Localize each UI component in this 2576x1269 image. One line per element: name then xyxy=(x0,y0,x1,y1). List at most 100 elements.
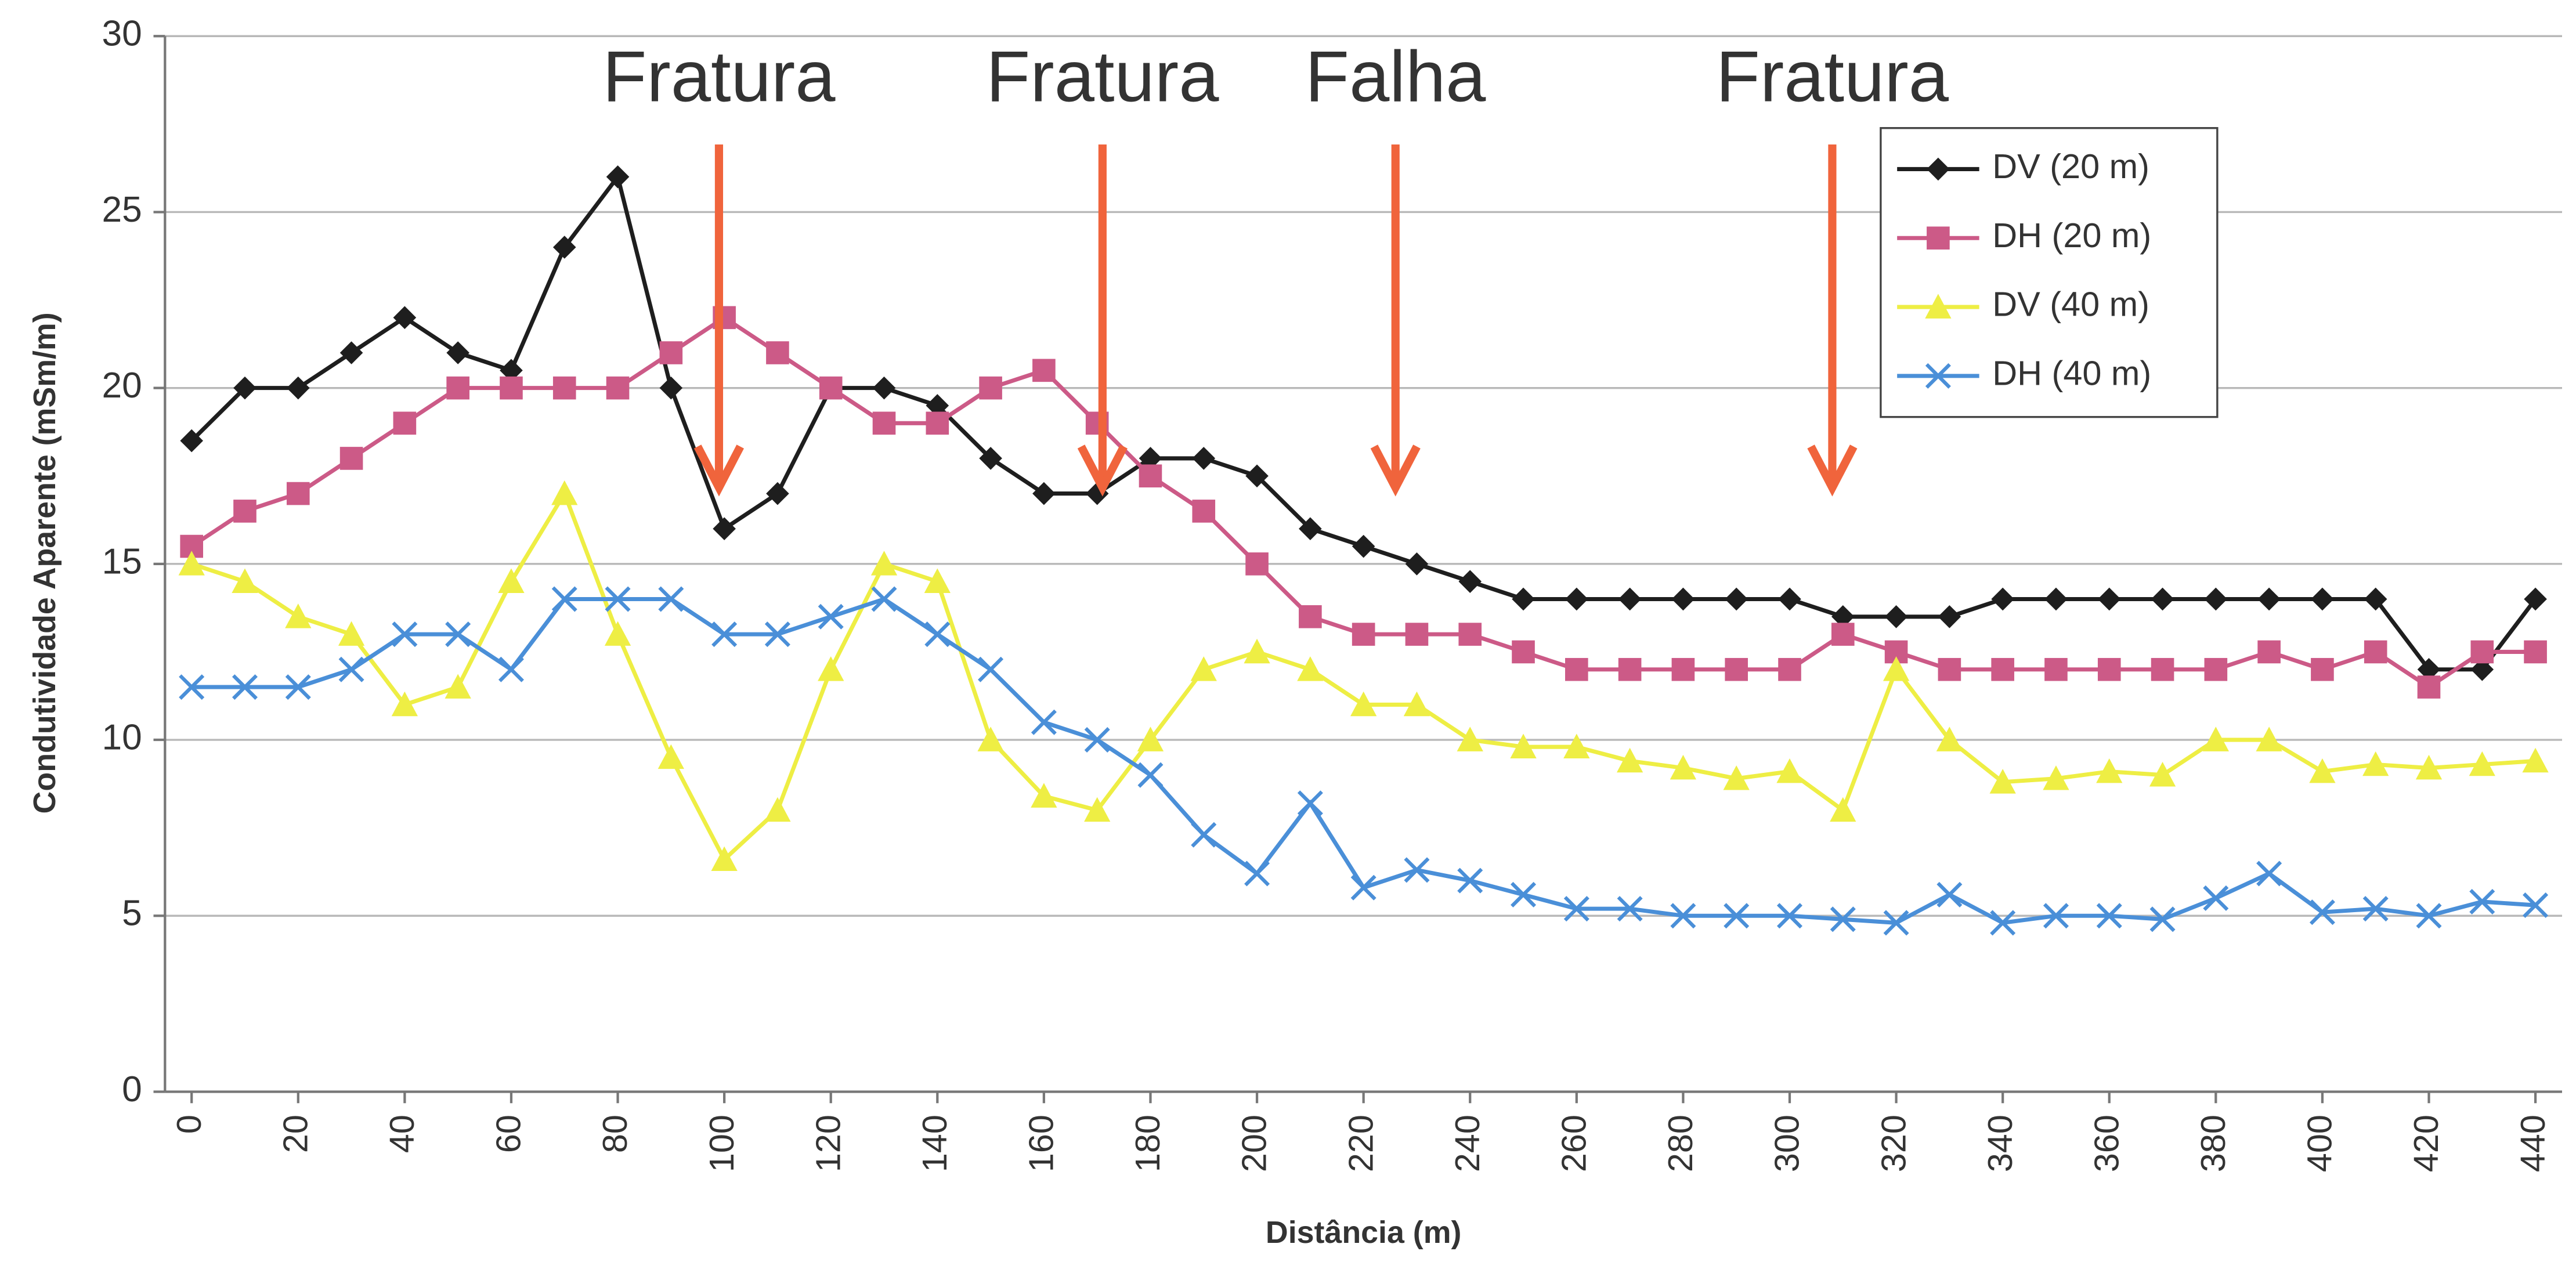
marker xyxy=(2470,640,2494,664)
x-tick-label: 100 xyxy=(702,1115,741,1172)
marker xyxy=(285,674,311,700)
marker xyxy=(445,621,471,648)
marker xyxy=(979,376,1002,400)
y-axis-label: Condutividade Aparente (mSm/m) xyxy=(27,312,62,814)
annotation-arrowhead xyxy=(1807,444,1858,497)
marker xyxy=(2257,640,2281,664)
marker xyxy=(1884,605,1908,628)
marker xyxy=(1831,623,1855,646)
marker xyxy=(1938,657,1961,681)
marker xyxy=(1192,500,1216,523)
marker xyxy=(977,726,1004,751)
marker xyxy=(1725,657,1748,681)
annotation-arrowhead xyxy=(693,444,745,497)
marker xyxy=(1350,691,1377,717)
marker xyxy=(657,744,684,769)
marker xyxy=(1245,552,1269,576)
marker xyxy=(1565,587,1588,611)
marker xyxy=(1512,587,1535,611)
marker xyxy=(1671,657,1695,681)
marker xyxy=(872,376,896,400)
marker xyxy=(1778,587,1801,611)
x-tick-label: 400 xyxy=(2300,1115,2339,1172)
x-tick-label: 360 xyxy=(2087,1115,2126,1172)
marker xyxy=(1032,482,1056,505)
x-tick-label: 60 xyxy=(489,1115,528,1153)
marker xyxy=(2097,587,2121,611)
x-tick-label: 0 xyxy=(169,1115,208,1134)
marker xyxy=(393,411,417,435)
marker xyxy=(658,586,684,612)
marker xyxy=(1991,587,2014,611)
x-tick-label: 420 xyxy=(2407,1115,2445,1172)
annotation-text: Falha xyxy=(1305,36,1486,117)
marker xyxy=(1403,691,1430,717)
x-tick-label: 160 xyxy=(1022,1115,1061,1172)
marker xyxy=(180,429,204,453)
marker xyxy=(552,376,576,400)
marker xyxy=(1139,447,1162,470)
x-axis-label: Distância (m) xyxy=(1266,1215,1462,1250)
marker xyxy=(498,568,525,593)
marker xyxy=(2096,903,2122,929)
y-tick-label: 10 xyxy=(102,717,142,757)
marker xyxy=(2151,657,2174,681)
y-tick-label: 0 xyxy=(122,1069,142,1109)
marker xyxy=(2256,726,2282,751)
marker xyxy=(764,797,791,822)
series xyxy=(180,165,2547,681)
marker xyxy=(1618,657,1642,681)
marker xyxy=(2203,885,2229,911)
marker xyxy=(1139,464,1162,488)
marker xyxy=(711,846,738,872)
marker xyxy=(500,376,523,400)
marker xyxy=(2523,892,2549,919)
marker xyxy=(2149,906,2176,932)
marker xyxy=(233,376,256,400)
marker xyxy=(1670,903,1696,929)
marker xyxy=(2151,587,2174,611)
legend-label: DV (20 m) xyxy=(1992,147,2149,186)
marker xyxy=(2524,587,2547,611)
legend-marker xyxy=(1927,226,1950,250)
marker xyxy=(713,517,736,541)
marker xyxy=(1991,657,2014,681)
marker xyxy=(978,656,1004,682)
marker xyxy=(1723,765,1750,790)
marker xyxy=(2044,657,2068,681)
marker xyxy=(392,621,418,648)
marker xyxy=(2311,657,2334,681)
marker xyxy=(500,359,523,382)
marker xyxy=(1511,881,1537,908)
marker xyxy=(1565,657,1588,681)
marker xyxy=(232,568,258,593)
marker xyxy=(766,341,789,364)
marker xyxy=(1031,783,1057,808)
marker xyxy=(178,551,205,576)
marker xyxy=(1512,640,1535,664)
marker xyxy=(2470,657,2494,681)
marker xyxy=(1990,910,2016,936)
marker xyxy=(285,603,312,628)
marker xyxy=(926,394,949,417)
marker xyxy=(2522,747,2549,773)
marker xyxy=(1938,605,1961,628)
marker xyxy=(1883,656,1910,681)
marker xyxy=(1778,657,1801,681)
marker xyxy=(2469,751,2495,776)
x-tick-label: 80 xyxy=(595,1115,634,1153)
x-tick-label: 240 xyxy=(1448,1115,1487,1172)
marker xyxy=(286,376,310,400)
x-tick-label: 340 xyxy=(1981,1115,2019,1172)
marker xyxy=(2364,640,2387,664)
marker xyxy=(1883,910,1909,936)
annotation-text: Fratura xyxy=(1716,36,1949,117)
marker xyxy=(1671,587,1695,611)
legend-marker xyxy=(1925,363,1951,389)
marker xyxy=(339,341,363,364)
annotation-arrowhead xyxy=(1370,444,1421,497)
marker xyxy=(2204,587,2228,611)
marker xyxy=(2469,888,2495,914)
marker xyxy=(1084,797,1111,822)
